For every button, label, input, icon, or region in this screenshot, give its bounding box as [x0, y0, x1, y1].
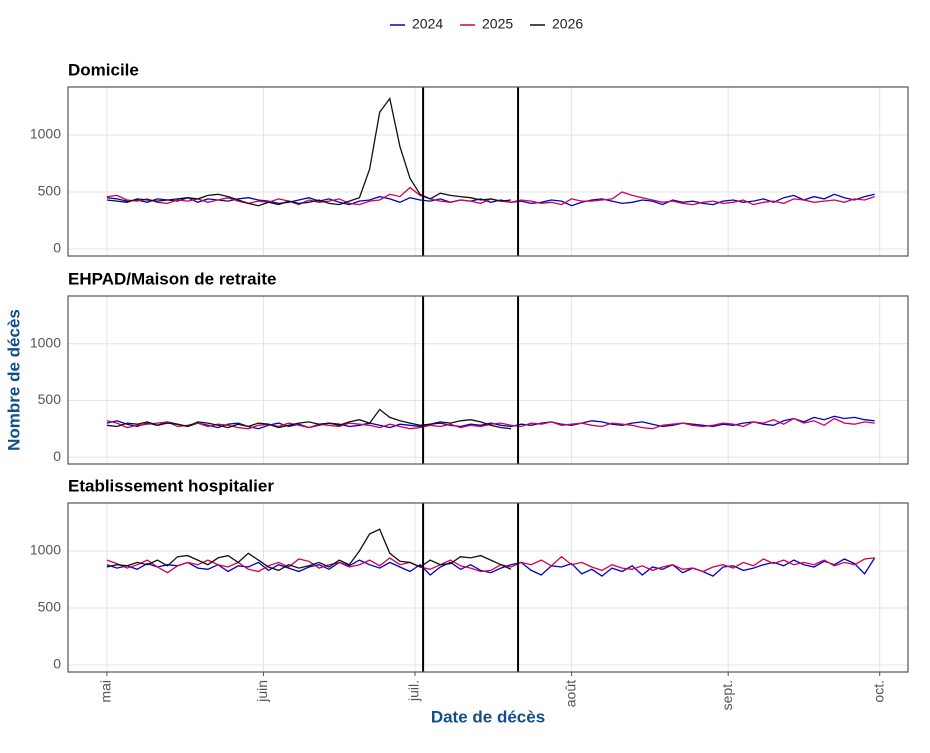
series-line [106, 528, 512, 572]
y-tick-label: 1000 [30, 334, 61, 350]
panel-title: EHPAD/Maison de retraite [68, 269, 276, 288]
panel-frame [67, 295, 909, 465]
series-line [106, 96, 512, 207]
series-line [106, 555, 875, 574]
y-tick-label: 500 [38, 183, 62, 199]
x-axis-label: Date de décès [431, 707, 545, 726]
panel-title: Domicile [68, 60, 139, 79]
y-tick-label: 0 [53, 240, 61, 256]
y-tick-label: 0 [53, 448, 61, 464]
series-line [106, 417, 875, 430]
series-line [106, 408, 512, 430]
y-tick-label: 1000 [30, 126, 61, 142]
panel-frame [67, 86, 909, 257]
series-line [106, 193, 875, 207]
series-line [106, 415, 875, 430]
y-tick-label: 1000 [30, 542, 61, 558]
panel-frame [67, 502, 909, 673]
y-tick-label: 500 [38, 391, 62, 407]
legend-label: 2025 [482, 16, 513, 32]
legend-label: 2026 [552, 16, 583, 32]
series-line [106, 557, 876, 577]
x-tick-label: sept. [719, 680, 735, 710]
legend-label: 2024 [412, 16, 443, 32]
x-tick-label: août [562, 680, 578, 707]
y-tick-label: 0 [53, 656, 61, 672]
x-tick-label: juil. [406, 680, 422, 702]
x-tick-label: oct. [870, 680, 886, 703]
panel-title: Etablissement hospitalier [68, 476, 274, 495]
y-axis-label: Nombre de décès [4, 309, 23, 451]
x-tick-label: juin [254, 680, 270, 703]
y-tick-label: 500 [38, 599, 62, 615]
x-tick-label: mai [98, 680, 114, 703]
